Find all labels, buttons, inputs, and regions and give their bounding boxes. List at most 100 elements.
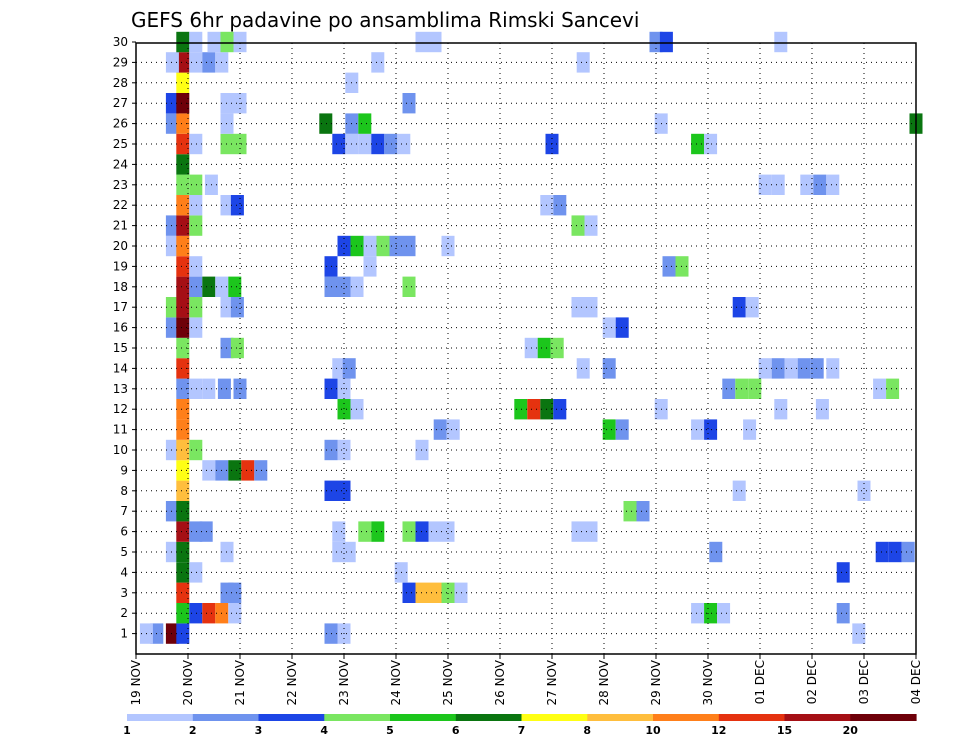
data-cell bbox=[537, 337, 551, 359]
data-cell bbox=[202, 276, 216, 297]
y-tick-label: 4 bbox=[120, 565, 128, 579]
data-cell bbox=[402, 235, 416, 257]
data-cell bbox=[165, 541, 179, 563]
data-cell bbox=[176, 521, 190, 542]
colorbar-label: 5 bbox=[386, 724, 394, 737]
data-cell bbox=[813, 174, 827, 195]
data-cell bbox=[176, 31, 190, 53]
y-tick-label: 13 bbox=[113, 382, 128, 396]
data-cell bbox=[189, 215, 203, 236]
data-cell bbox=[189, 317, 203, 338]
colorbar-label: 6 bbox=[452, 724, 460, 737]
data-cell bbox=[165, 439, 179, 461]
data-cell bbox=[189, 297, 203, 318]
y-tick-label: 6 bbox=[120, 525, 128, 539]
data-cell bbox=[176, 195, 190, 216]
data-cell bbox=[337, 399, 351, 420]
data-cell bbox=[615, 317, 629, 338]
data-cell bbox=[202, 378, 216, 399]
data-cell bbox=[165, 317, 179, 338]
data-cell bbox=[691, 133, 705, 155]
data-cell bbox=[189, 562, 203, 583]
data-cell bbox=[857, 480, 871, 501]
x-tick-label: 21 NOV bbox=[233, 659, 247, 705]
data-cell bbox=[176, 541, 190, 563]
colorbar-label: 20 bbox=[843, 724, 859, 737]
data-cell bbox=[319, 113, 333, 134]
data-cell bbox=[189, 31, 203, 53]
data-cell bbox=[189, 256, 203, 277]
y-tick-label: 5 bbox=[120, 545, 128, 559]
data-cell bbox=[189, 276, 203, 297]
data-cell bbox=[228, 460, 242, 481]
y-tick-label: 26 bbox=[113, 117, 128, 131]
chart-title: GEFS 6hr padavine po ansamblima Rimski S… bbox=[131, 8, 639, 32]
data-cell bbox=[233, 31, 247, 53]
data-cell bbox=[228, 276, 242, 297]
data-cell bbox=[615, 419, 629, 440]
data-cell bbox=[402, 582, 416, 603]
data-cell bbox=[228, 603, 242, 624]
data-cell bbox=[176, 623, 190, 644]
data-cells bbox=[139, 31, 923, 644]
data-cell bbox=[176, 480, 190, 501]
y-tick-label: 25 bbox=[113, 137, 128, 151]
data-cell bbox=[774, 399, 788, 420]
data-cell bbox=[649, 31, 663, 53]
x-tick-label: 19 NOV bbox=[129, 659, 143, 705]
y-tick-label: 16 bbox=[113, 321, 128, 335]
data-cell bbox=[771, 358, 785, 379]
y-tick-label: 10 bbox=[113, 443, 128, 457]
y-tick-label: 2 bbox=[120, 606, 128, 620]
data-cell bbox=[176, 276, 190, 297]
data-cell bbox=[709, 541, 723, 563]
data-cell bbox=[176, 113, 190, 134]
data-cell bbox=[337, 276, 351, 297]
data-cell bbox=[176, 358, 190, 379]
data-cell bbox=[852, 623, 866, 644]
data-cell bbox=[176, 174, 190, 195]
data-cell bbox=[202, 460, 216, 481]
data-cell bbox=[602, 358, 616, 379]
data-cell bbox=[176, 72, 190, 93]
x-tick-label: 27 NOV bbox=[545, 659, 559, 705]
data-cell bbox=[202, 603, 216, 624]
data-cell bbox=[189, 195, 203, 216]
data-cell bbox=[363, 256, 377, 277]
data-cell bbox=[176, 460, 190, 481]
data-cell bbox=[659, 31, 673, 53]
colorbar-swatch bbox=[127, 714, 194, 721]
data-cell bbox=[732, 297, 746, 318]
data-cell bbox=[176, 317, 190, 338]
data-cell bbox=[397, 133, 411, 155]
y-tick-label: 7 bbox=[120, 504, 128, 518]
data-cell bbox=[332, 133, 346, 155]
data-cell bbox=[428, 521, 442, 542]
y-tick-label: 17 bbox=[113, 300, 128, 314]
data-cell bbox=[363, 235, 377, 257]
colorbar-swatch bbox=[258, 714, 325, 721]
data-cell bbox=[176, 154, 190, 175]
data-cell bbox=[758, 174, 772, 195]
data-cell bbox=[745, 297, 759, 318]
y-tick-label: 20 bbox=[113, 239, 128, 253]
data-cell bbox=[165, 93, 179, 114]
x-tick-label: 20 NOV bbox=[181, 659, 195, 705]
data-cell bbox=[428, 31, 442, 53]
data-cell bbox=[571, 215, 585, 236]
data-cell bbox=[774, 31, 788, 53]
data-cell bbox=[771, 174, 785, 195]
colorbar-label: 4 bbox=[320, 724, 328, 737]
colorbar-swatch bbox=[784, 714, 851, 721]
colorbar-swatch bbox=[850, 714, 917, 721]
data-cell bbox=[758, 358, 772, 379]
data-cell bbox=[704, 133, 718, 155]
data-cell bbox=[441, 582, 455, 603]
data-cell bbox=[691, 603, 705, 624]
data-cell bbox=[358, 133, 372, 155]
data-cell bbox=[241, 460, 255, 481]
data-cell bbox=[717, 603, 731, 624]
data-cell bbox=[704, 419, 718, 440]
data-cell bbox=[888, 541, 902, 563]
x-tick-label: 22 NOV bbox=[285, 659, 299, 705]
